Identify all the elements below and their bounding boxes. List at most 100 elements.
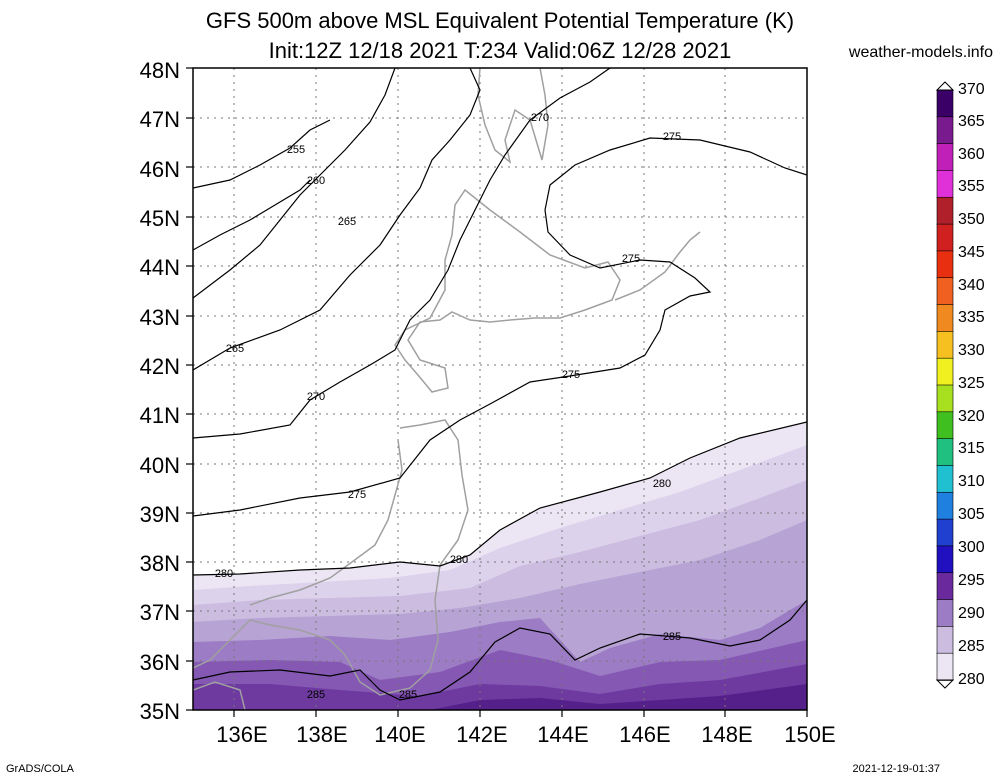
contours: [193, 68, 807, 701]
lon-label: 138E: [296, 722, 348, 747]
coast-honshu: [193, 419, 469, 696]
colorbar-label: 285: [958, 638, 985, 655]
map-subtitle: Init:12Z 12/18 2021 T:234 Valid:06Z 12/2…: [268, 38, 732, 63]
contour-280: [193, 421, 807, 576]
colorbar-cell: [936, 196, 954, 225]
colorbar-cell: [936, 572, 954, 601]
coast-sakhalin: [477, 68, 549, 164]
colorbar-label: 320: [958, 408, 985, 425]
colorbar-cell: [936, 277, 954, 306]
colorbar-label: 340: [958, 277, 985, 294]
colorbar-label: 325: [958, 375, 985, 392]
colorbar-cell: [936, 89, 954, 118]
contour-label: 275: [622, 253, 640, 265]
colorbar-cell: [936, 223, 954, 252]
colorbar-label: 335: [958, 309, 985, 326]
lon-label: 150E: [784, 722, 836, 747]
lon-label: 144E: [537, 722, 589, 747]
axis-ticks: [186, 67, 808, 717]
lat-label: 43N: [139, 305, 180, 330]
map-title: GFS 500m above MSL Equivalent Potential …: [205, 8, 795, 33]
contour-265b: [193, 179, 311, 251]
colorbar-cell: [936, 331, 954, 359]
shade-292: [193, 664, 807, 710]
colorbar-cells: [935, 81, 955, 689]
colorbar-label: 330: [958, 342, 985, 359]
colorbar-label: 315: [958, 440, 985, 457]
lon-label: 136E: [216, 722, 268, 747]
colorbar-label: 310: [958, 473, 985, 490]
contour-label-group: 255 260 265 265 270 270 275 275 275 275 …: [215, 112, 681, 701]
contour-260: [193, 68, 396, 299]
contour-270: [193, 68, 611, 439]
lon-label: 142E: [456, 722, 508, 747]
colorbar-cell: [936, 143, 954, 172]
footer-timestamp: 2021-12-19-01:37: [852, 763, 940, 775]
contour-label: 275: [562, 369, 580, 381]
colorbar-label: 360: [958, 146, 985, 163]
colorbar-label: 305: [958, 506, 985, 523]
colorbar-label: 300: [958, 539, 985, 556]
lat-label: 36N: [139, 650, 180, 675]
coast-honshu-west: [249, 439, 403, 606]
contour-275: [193, 137, 807, 517]
contour-label: 280: [215, 568, 233, 580]
colorbar-cell: [936, 304, 954, 333]
colorbar-cell: [936, 626, 954, 654]
lat-label: 45N: [139, 206, 180, 231]
colorbar-cell: [936, 491, 954, 520]
contour-label: 255: [287, 144, 305, 156]
footer-credit: GrADS/COLA: [6, 763, 74, 775]
contour-label: 285: [663, 631, 681, 643]
colorbar-cell: [936, 438, 954, 467]
contour-label: 270: [307, 391, 325, 403]
coast-sea-japan: [193, 681, 246, 710]
coast-kurils: [614, 231, 701, 301]
colorbar-label: 345: [958, 244, 985, 261]
colorbar-label: 280: [958, 671, 985, 688]
shade-294: [430, 684, 807, 710]
contour-label: 265: [338, 216, 356, 228]
contour-label: 280: [450, 554, 468, 566]
contour-265a: [193, 68, 481, 371]
colorbar-label: 355: [958, 178, 985, 195]
contour-label: 265: [226, 343, 244, 355]
colorbar-bottom-arrow: [935, 679, 955, 689]
lat-label: 37N: [139, 600, 180, 625]
colorbar-cell: [936, 170, 954, 199]
colorbar-cell: [936, 545, 954, 574]
lat-label: 40N: [139, 453, 180, 478]
site-credit: weather-models.info: [848, 44, 993, 61]
graticule: [193, 68, 807, 710]
lon-label: 148E: [701, 722, 753, 747]
colorbar-label: 365: [958, 113, 985, 130]
colorbar-cell: [936, 599, 954, 628]
contour-285: [193, 599, 807, 701]
colorbar-cell: [936, 384, 954, 413]
lat-label: 48N: [139, 58, 180, 83]
colorbar-cell: [936, 116, 954, 145]
colorbar-label: 295: [958, 572, 985, 589]
colorbar-top-arrow: [935, 81, 955, 91]
coastlines: [193, 68, 701, 710]
lat-label: 39N: [139, 502, 180, 527]
colorbar-label: 290: [958, 605, 985, 622]
lat-label: 47N: [139, 107, 180, 132]
colorbar-cell: [936, 357, 954, 386]
colorbar-cell: [936, 411, 954, 440]
colorbar-cell: [936, 518, 954, 547]
colorbar-cell: [936, 250, 954, 279]
plot-frame: [192, 67, 808, 711]
contour-label: 260: [307, 175, 325, 187]
lon-label: 146E: [619, 722, 671, 747]
coast-hokkaido: [394, 188, 621, 393]
contour-label: 270: [531, 112, 549, 124]
lat-label: 41N: [139, 403, 180, 428]
colorbar-cell: [936, 465, 954, 494]
colorbar-label: 350: [958, 211, 985, 228]
contour-label: 280: [653, 478, 671, 490]
lat-label: 44N: [139, 255, 180, 280]
lon-label: 140E: [374, 722, 426, 747]
